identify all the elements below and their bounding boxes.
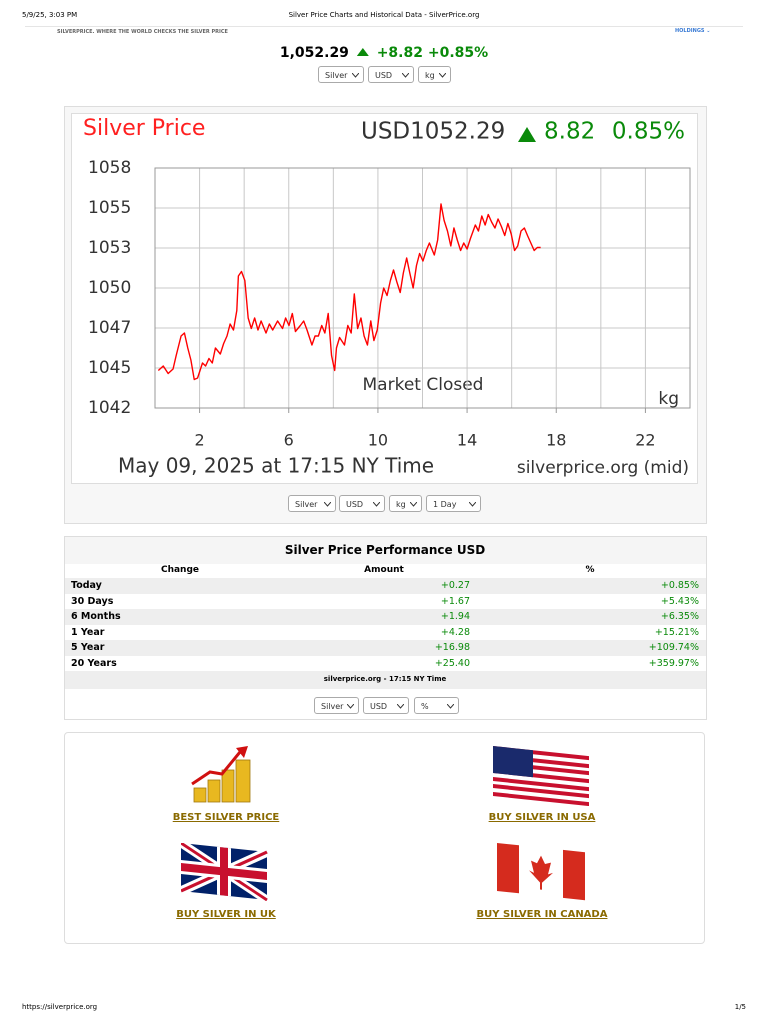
- select-text: %: [421, 702, 429, 711]
- y-tick-label: 1058: [88, 158, 131, 178]
- select-text: Silver: [321, 702, 344, 711]
- performance-footer: silverprice.org - 17:15 NY Time: [323, 675, 447, 683]
- row-percent: +5.43%: [660, 595, 699, 607]
- usa-flag: [493, 746, 589, 806]
- select-text: USD: [346, 500, 364, 509]
- select-metal[interactable]: Silver: [288, 495, 336, 512]
- select-text: kg: [396, 500, 406, 509]
- row-percent: +6.35%: [660, 611, 699, 623]
- row-background: [65, 578, 706, 594]
- chart-caption: May 09, 2025 at 17:15 NY Time: [118, 454, 434, 478]
- column-header: Amount: [364, 565, 404, 575]
- uk-flag: [181, 843, 270, 901]
- print-page: 1/5: [734, 1003, 746, 1011]
- coins-icon: [191, 746, 251, 803]
- y-tick-label: 1053: [88, 238, 131, 258]
- divider: [25, 26, 743, 27]
- y-tick-label: 1050: [88, 278, 131, 298]
- performance-header: [65, 537, 706, 564]
- row-label: Today: [71, 580, 102, 591]
- ticker-percent: +0.85%: [427, 45, 489, 61]
- x-tick-label: 6: [284, 431, 294, 450]
- select-metal[interactable]: Silver: [318, 66, 364, 83]
- select-unit[interactable]: kg: [389, 495, 422, 512]
- y-tick-label: 1042: [88, 398, 131, 418]
- select-text: 1 Day: [433, 500, 457, 509]
- up-arrow: [356, 48, 369, 56]
- print-title: Silver Price Charts and Historical Data …: [288, 11, 480, 19]
- x-tick-label: 18: [546, 431, 566, 450]
- row-amount: +25.40: [434, 658, 470, 669]
- chart-source: silverprice.org (mid): [517, 458, 689, 478]
- row-label: 20 Years: [71, 658, 117, 669]
- select-currency[interactable]: USD: [339, 495, 385, 512]
- ticker: 1,052.29 +8.82 +0.85%: [280, 45, 488, 61]
- chart-price: USD1052.29: [361, 119, 505, 145]
- ticker-price: 1,052.29: [279, 45, 349, 61]
- site-tagline: SILVERPRICE. WHERE THE WORLD CHECKS THE …: [57, 29, 228, 35]
- chart-title: Silver Price: [83, 116, 205, 141]
- row-percent: +109.74%: [648, 642, 699, 654]
- menu-label: HOLDINGS: [675, 28, 705, 34]
- chart: Silver Price USD1052.29 8.82 0.85% Marke…: [71, 113, 698, 484]
- row-amount: +1.67: [440, 595, 470, 607]
- row-background: [65, 609, 706, 625]
- select-period[interactable]: 1 Day: [426, 495, 481, 512]
- row-amount: +0.27: [440, 580, 470, 591]
- row-amount: +4.28: [440, 626, 470, 638]
- print-datetime: 5/9/25, 3:03 PM: [22, 11, 78, 19]
- row-percent: +15.21%: [654, 626, 699, 638]
- link[interactable]: BUY SILVER IN CANADA: [476, 909, 608, 920]
- column-header: Change: [160, 565, 200, 575]
- select-metal[interactable]: Silver: [314, 697, 359, 714]
- select-text: Silver: [325, 71, 348, 80]
- row-label: 6 Months: [71, 611, 121, 623]
- performance-title: Silver Price Performance USD: [284, 543, 486, 557]
- select-text: USD: [370, 702, 388, 711]
- chart-change: 8.82: [544, 119, 595, 145]
- print-url: https://silverprice.org: [22, 1003, 98, 1011]
- select-mode[interactable]: %: [414, 697, 459, 714]
- canada-flag: [497, 843, 585, 901]
- select-currency[interactable]: USD: [363, 697, 409, 714]
- chart-frame: [71, 113, 698, 484]
- row-label: 1 Year: [71, 626, 105, 638]
- performance-panel: Silver Price Performance USD Change Amoun…: [64, 536, 707, 720]
- plot-border: [154, 167, 691, 409]
- select-text: USD: [375, 71, 393, 80]
- performance-footer-row: [65, 671, 706, 689]
- link[interactable]: BEST SILVER PRICE: [172, 812, 280, 823]
- row-amount: +1.94: [440, 611, 470, 623]
- row-percent: +359.97%: [648, 658, 699, 669]
- menu-holdings[interactable]: HOLDINGS ⌄: [675, 28, 711, 34]
- link[interactable]: BUY SILVER IN USA: [488, 812, 596, 823]
- chart-change-percent: 0.85%: [612, 119, 685, 145]
- row-label: 5 Year: [71, 642, 105, 654]
- row-amount: +16.98: [434, 642, 470, 654]
- price-line: [157, 203, 541, 381]
- select-text: kg: [425, 71, 435, 80]
- up-arrow: [518, 127, 536, 142]
- y-tick-label: 1055: [88, 198, 131, 218]
- links-panel: [64, 732, 705, 944]
- select-currency[interactable]: USD: [368, 66, 414, 83]
- unit-label: kg: [658, 389, 679, 409]
- column-header: %: [585, 565, 595, 575]
- x-tick-label: 14: [457, 431, 477, 450]
- row-percent: +0.85%: [660, 580, 699, 591]
- x-tick-label: 22: [635, 431, 655, 450]
- select-unit[interactable]: kg: [418, 66, 451, 83]
- row-background: [65, 640, 706, 656]
- y-tick-label: 1045: [88, 358, 131, 378]
- y-tick-label: 1047: [88, 318, 131, 338]
- select-text: Silver: [295, 500, 318, 509]
- x-tick-label: 10: [368, 431, 388, 450]
- ticker-change: +8.82: [376, 45, 423, 61]
- link[interactable]: BUY SILVER IN UK: [176, 909, 276, 920]
- x-tick-label: 2: [194, 431, 204, 450]
- row-label: 30 Days: [71, 595, 114, 607]
